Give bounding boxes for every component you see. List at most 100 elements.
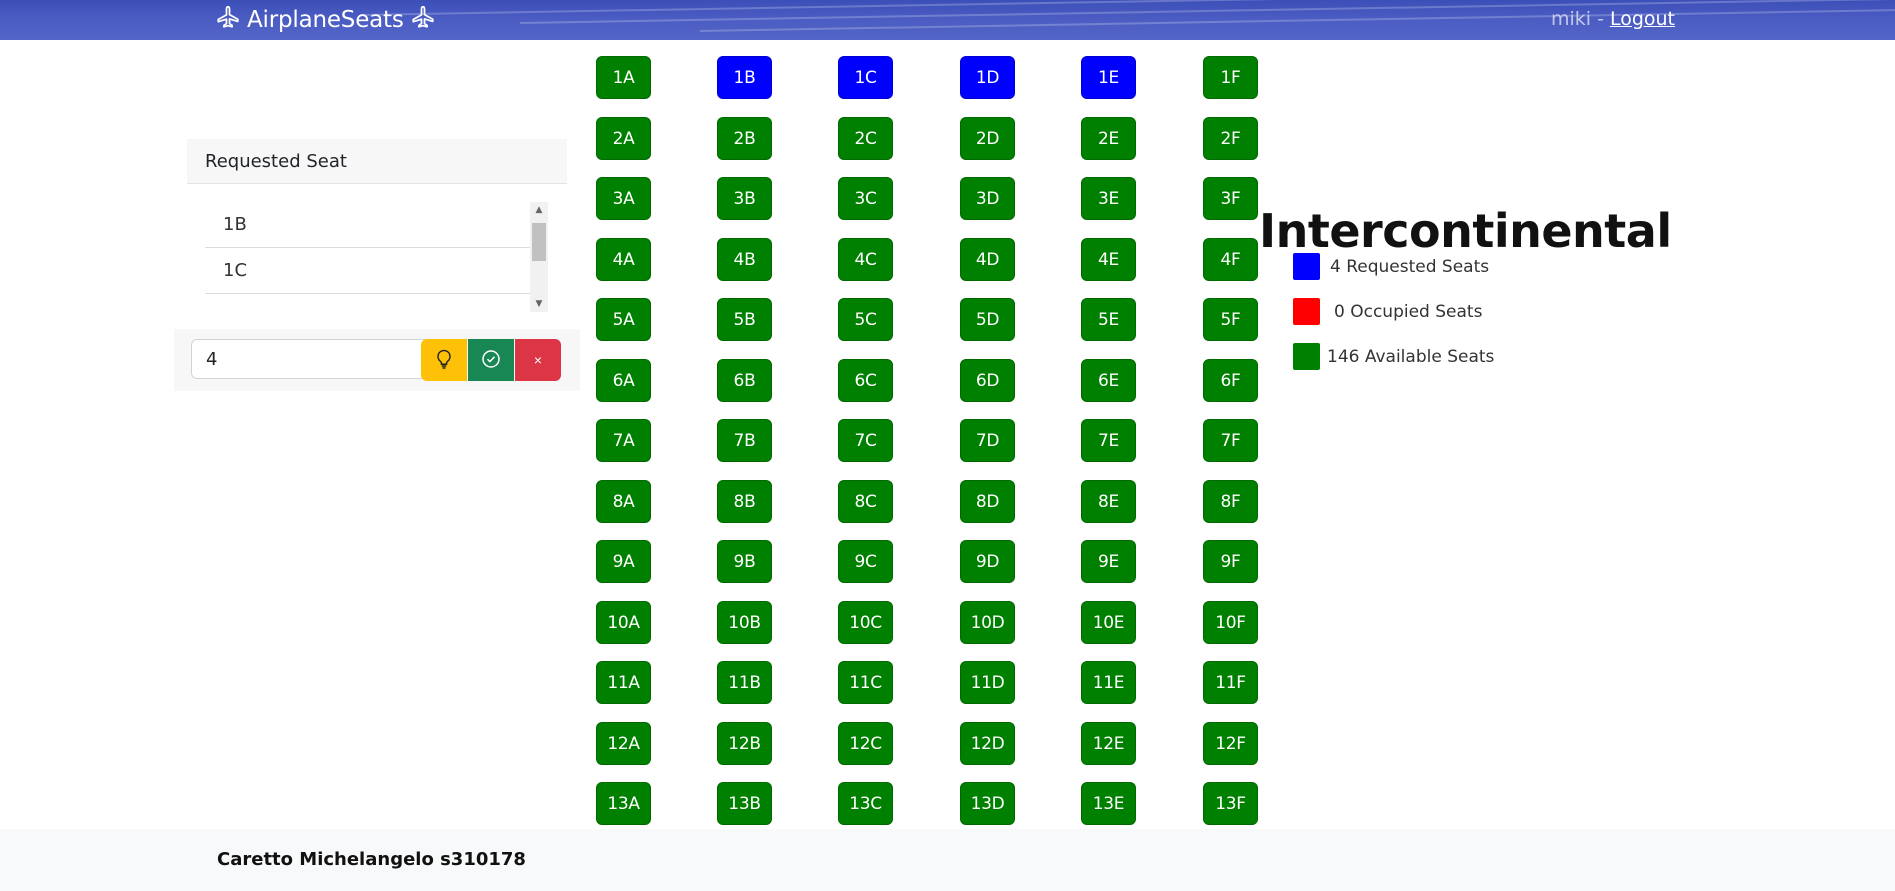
seat-7f[interactable]: 7F xyxy=(1203,419,1258,462)
seat-10d[interactable]: 10D xyxy=(960,601,1015,644)
seat-5e[interactable]: 5E xyxy=(1081,298,1136,341)
seat-10a[interactable]: 10A xyxy=(596,601,651,644)
seat-8b[interactable]: 8B xyxy=(717,480,772,523)
seat-5b[interactable]: 5B xyxy=(717,298,772,341)
seat-2d[interactable]: 2D xyxy=(960,117,1015,160)
seat-6c[interactable]: 6C xyxy=(838,359,893,402)
seat-1a[interactable]: 1A xyxy=(596,56,651,99)
seat-12d[interactable]: 12D xyxy=(960,722,1015,765)
seat-5f[interactable]: 5F xyxy=(1203,298,1258,341)
seat-6b[interactable]: 6B xyxy=(717,359,772,402)
seat-8e[interactable]: 8E xyxy=(1081,480,1136,523)
seat-3a[interactable]: 3A xyxy=(596,177,651,220)
seat-5a[interactable]: 5A xyxy=(596,298,651,341)
seat-2b[interactable]: 2B xyxy=(717,117,772,160)
seat-11b[interactable]: 11B xyxy=(717,661,772,704)
seat-11d[interactable]: 11D xyxy=(960,661,1015,704)
seat-7a[interactable]: 7A xyxy=(596,419,651,462)
seat-6e[interactable]: 6E xyxy=(1081,359,1136,402)
seat-4a[interactable]: 4A xyxy=(596,238,651,281)
seat-9c[interactable]: 9C xyxy=(838,540,893,583)
seat-11f[interactable]: 11F xyxy=(1203,661,1258,704)
seat-1b[interactable]: 1B xyxy=(717,56,772,99)
seat-10b[interactable]: 10B xyxy=(717,601,772,644)
seat-10c[interactable]: 10C xyxy=(838,601,893,644)
footer: Caretto Michelangelo s310178 xyxy=(0,829,1895,891)
user-area: miki - Logout xyxy=(1551,8,1675,30)
seat-13f[interactable]: 13F xyxy=(1203,782,1258,825)
seat-4f[interactable]: 4F xyxy=(1203,238,1258,281)
available-count-label: 146 Available Seats xyxy=(1327,346,1495,367)
seat-count-input[interactable] xyxy=(191,339,431,379)
seat-1f[interactable]: 1F xyxy=(1203,56,1258,99)
scroll-down-icon[interactable]: ▼ xyxy=(535,299,543,309)
seat-13c[interactable]: 13C xyxy=(838,782,893,825)
seat-3f[interactable]: 3F xyxy=(1203,177,1258,220)
footer-author: Caretto Michelangelo s310178 xyxy=(217,849,526,870)
seat-9f[interactable]: 9F xyxy=(1203,540,1258,583)
seat-1e[interactable]: 1E xyxy=(1081,56,1136,99)
seat-11a[interactable]: 11A xyxy=(596,661,651,704)
plane-icon xyxy=(410,4,436,36)
seat-12b[interactable]: 12B xyxy=(717,722,772,765)
navbar: AirplaneSeats miki - Logout xyxy=(0,0,1895,40)
brand-link[interactable]: AirplaneSeats xyxy=(215,5,436,35)
seat-4e[interactable]: 4E xyxy=(1081,238,1136,281)
seat-7e[interactable]: 7E xyxy=(1081,419,1136,462)
seat-6a[interactable]: 6A xyxy=(596,359,651,402)
seat-6f[interactable]: 6F xyxy=(1203,359,1258,402)
seat-9d[interactable]: 9D xyxy=(960,540,1015,583)
seat-8c[interactable]: 8C xyxy=(838,480,893,523)
seat-12c[interactable]: 12C xyxy=(838,722,893,765)
seat-9e[interactable]: 9E xyxy=(1081,540,1136,583)
seat-8d[interactable]: 8D xyxy=(960,480,1015,523)
seat-7c[interactable]: 7C xyxy=(838,419,893,462)
seat-12f[interactable]: 12F xyxy=(1203,722,1258,765)
seat-13b[interactable]: 13B xyxy=(717,782,772,825)
seat-13e[interactable]: 13E xyxy=(1081,782,1136,825)
seat-10e[interactable]: 10E xyxy=(1081,601,1136,644)
scrollbar-thumb[interactable] xyxy=(532,223,546,261)
suggest-seats-button[interactable] xyxy=(421,339,467,381)
seat-3e[interactable]: 3E xyxy=(1081,177,1136,220)
seat-12e[interactable]: 12E xyxy=(1081,722,1136,765)
scroll-up-icon[interactable]: ▲ xyxy=(535,205,543,215)
legend-requested: 4 Requested Seats xyxy=(1293,253,1489,280)
seat-5c[interactable]: 5C xyxy=(838,298,893,341)
seat-2e[interactable]: 2E xyxy=(1081,117,1136,160)
seat-7d[interactable]: 7D xyxy=(960,419,1015,462)
logout-link[interactable]: Logout xyxy=(1609,8,1675,30)
seat-1c[interactable]: 1C xyxy=(838,56,893,99)
seat-13d[interactable]: 13D xyxy=(960,782,1015,825)
requested-seats-list: 1B 1C xyxy=(205,202,535,310)
seat-11e[interactable]: 11E xyxy=(1081,661,1136,704)
seat-11c[interactable]: 11C xyxy=(838,661,893,704)
seat-9b[interactable]: 9B xyxy=(717,540,772,583)
seat-2f[interactable]: 2F xyxy=(1203,117,1258,160)
seat-3c[interactable]: 3C xyxy=(838,177,893,220)
seat-1d[interactable]: 1D xyxy=(960,56,1015,99)
cancel-seats-button[interactable]: × xyxy=(515,339,561,381)
seat-3d[interactable]: 3D xyxy=(960,177,1015,220)
seat-12a[interactable]: 12A xyxy=(596,722,651,765)
available-color-swatch xyxy=(1293,343,1320,370)
seat-2a[interactable]: 2A xyxy=(596,117,651,160)
requested-seats-panel: Requested Seat 1B 1C ▲ ▼ xyxy=(187,139,567,312)
seat-4d[interactable]: 4D xyxy=(960,238,1015,281)
seat-13a[interactable]: 13A xyxy=(596,782,651,825)
seat-6d[interactable]: 6D xyxy=(960,359,1015,402)
legend-available: 146 Available Seats xyxy=(1293,343,1494,370)
seat-2c[interactable]: 2C xyxy=(838,117,893,160)
seat-3b[interactable]: 3B xyxy=(717,177,772,220)
seat-8f[interactable]: 8F xyxy=(1203,480,1258,523)
seat-10f[interactable]: 10F xyxy=(1203,601,1258,644)
occupied-count-label: 0 Occupied Seats xyxy=(1334,301,1483,322)
requested-list-scrollbar[interactable]: ▲ ▼ xyxy=(530,202,548,312)
seat-5d[interactable]: 5D xyxy=(960,298,1015,341)
seat-4c[interactable]: 4C xyxy=(838,238,893,281)
seat-7b[interactable]: 7B xyxy=(717,419,772,462)
seat-4b[interactable]: 4B xyxy=(717,238,772,281)
confirm-seats-button[interactable] xyxy=(468,339,514,381)
seat-8a[interactable]: 8A xyxy=(596,480,651,523)
seat-9a[interactable]: 9A xyxy=(596,540,651,583)
